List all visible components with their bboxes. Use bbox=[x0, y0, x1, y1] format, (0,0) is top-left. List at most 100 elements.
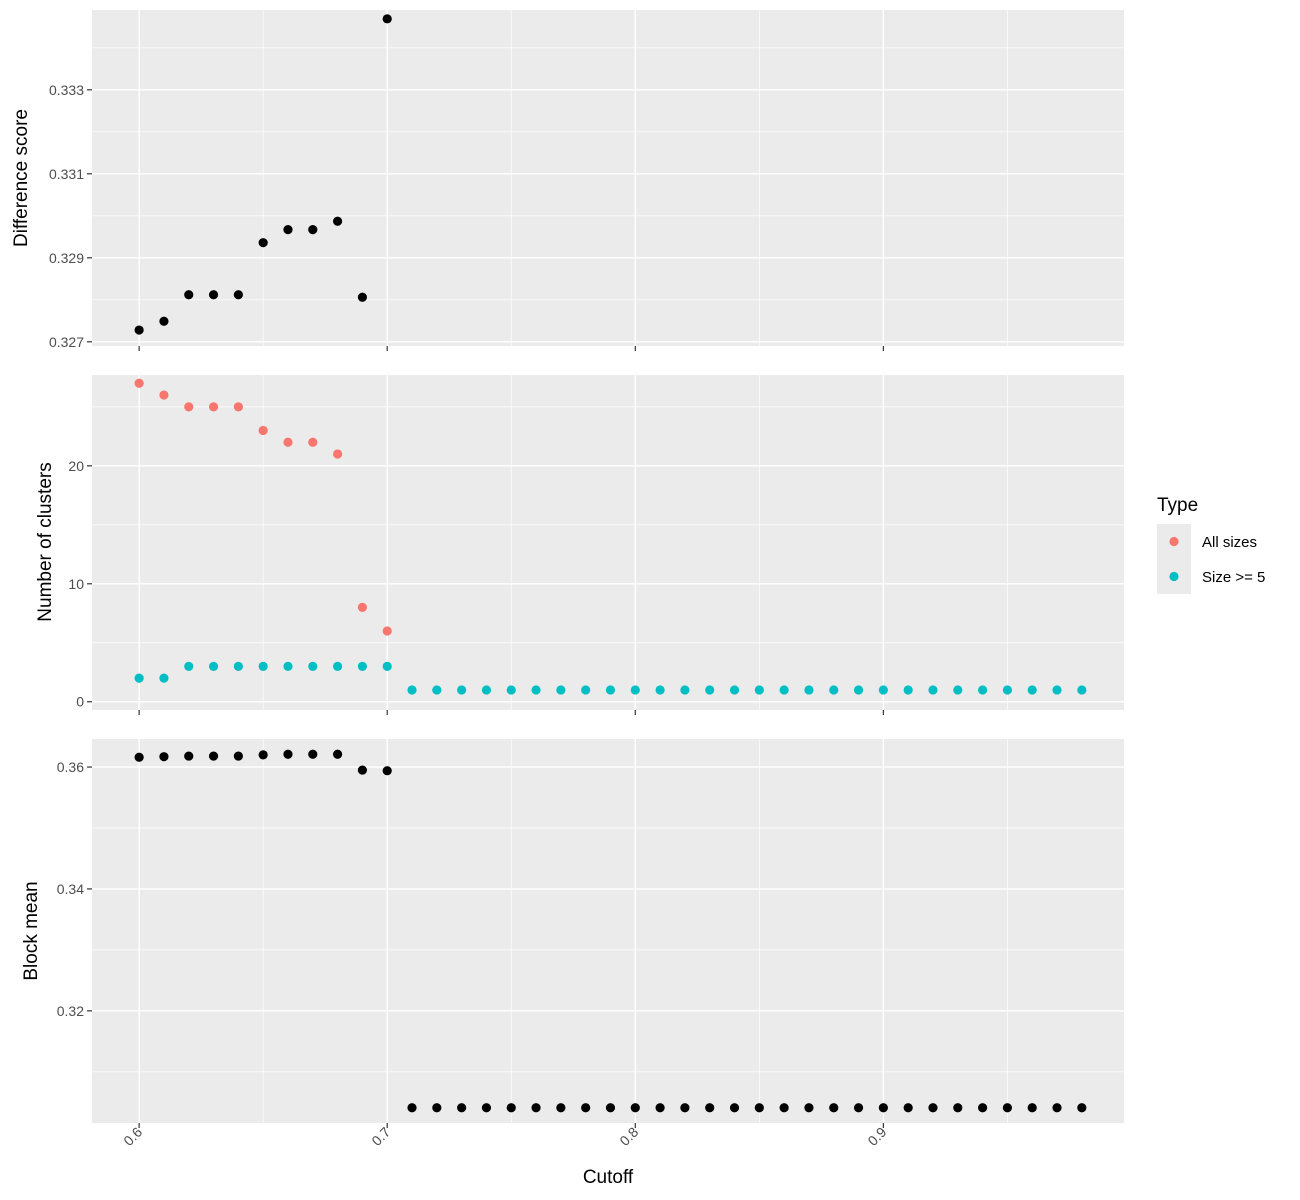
legend-swatch bbox=[1169, 571, 1179, 582]
data-point bbox=[928, 1103, 938, 1113]
data-point bbox=[332, 749, 343, 759]
data-point-all-sizes bbox=[382, 626, 392, 636]
legend-entries: All sizes Size >= 5 bbox=[1157, 524, 1265, 594]
data-point-size-5 bbox=[134, 673, 144, 683]
legend-title: Type bbox=[1157, 495, 1198, 516]
data-point bbox=[531, 1103, 541, 1113]
x-axis-tick-marks bbox=[138, 346, 884, 351]
data-point bbox=[581, 1103, 591, 1113]
data-point bbox=[556, 1103, 566, 1113]
data-point bbox=[134, 752, 144, 762]
data-point-size-5 bbox=[605, 685, 616, 695]
data-point-size-5 bbox=[705, 685, 715, 695]
data-point bbox=[382, 14, 392, 24]
data-point bbox=[382, 766, 392, 776]
data-point bbox=[208, 290, 219, 300]
data-point bbox=[1027, 1103, 1037, 1113]
data-point bbox=[729, 1103, 740, 1113]
panel-difference-score: 0.327 0.329 0.331 0.333 Difference score bbox=[11, 10, 1124, 351]
data-point bbox=[506, 1103, 516, 1113]
data-point-size-5 bbox=[779, 685, 789, 695]
data-point bbox=[308, 225, 318, 235]
data-point bbox=[407, 1103, 417, 1113]
legend: Type All sizes Size >= 5 bbox=[1157, 495, 1265, 594]
x-tick-label: 0.7 bbox=[368, 1124, 393, 1149]
x-axis-tick-marks bbox=[138, 1123, 884, 1128]
legend-swatch bbox=[1169, 536, 1179, 547]
data-point-size-5 bbox=[208, 661, 219, 671]
data-point bbox=[208, 751, 219, 761]
grid-lines bbox=[92, 375, 1124, 710]
y-tick-label: 0.333 bbox=[49, 82, 84, 98]
data-point-size-5 bbox=[531, 685, 541, 695]
data-point-size-5 bbox=[1027, 685, 1037, 695]
data-point-size-5 bbox=[481, 685, 492, 695]
data-point bbox=[432, 1103, 442, 1113]
data-point-all-sizes bbox=[134, 378, 144, 388]
x-axis-tick-labels: 0.6 0.7 0.8 0.9 bbox=[120, 1124, 889, 1149]
data-point-all-sizes bbox=[159, 390, 169, 400]
panel-background bbox=[92, 739, 1124, 1123]
data-point-size-5 bbox=[457, 685, 467, 695]
data-point bbox=[1052, 1103, 1062, 1113]
y-tick-label: 0 bbox=[76, 694, 84, 710]
data-point bbox=[233, 290, 243, 300]
panel-background bbox=[92, 375, 1124, 710]
data-point bbox=[184, 290, 194, 300]
x-tick-label: 0.9 bbox=[864, 1124, 889, 1149]
data-point-size-5 bbox=[630, 685, 640, 695]
x-axis-tick-marks bbox=[138, 710, 884, 715]
data-point bbox=[1002, 1103, 1013, 1113]
grid-lines bbox=[92, 10, 1124, 346]
data-point-size-5 bbox=[233, 661, 243, 671]
data-point-size-5 bbox=[853, 685, 864, 695]
data-point bbox=[705, 1103, 715, 1113]
data-point-size-5 bbox=[878, 685, 888, 695]
data-point bbox=[332, 216, 343, 226]
y-axis-title: Difference score bbox=[11, 109, 32, 247]
y-axis-title: Block mean bbox=[21, 881, 42, 980]
y-tick-label: 0.36 bbox=[57, 759, 84, 775]
data-point bbox=[903, 1103, 913, 1113]
data-point-size-5 bbox=[357, 661, 368, 671]
grid-lines bbox=[92, 739, 1124, 1123]
data-point-size-5 bbox=[506, 685, 516, 695]
data-point-size-5 bbox=[382, 661, 392, 671]
data-point-size-5 bbox=[432, 685, 442, 695]
data-point-all-sizes bbox=[184, 402, 194, 412]
data-point bbox=[184, 751, 194, 761]
data-point bbox=[457, 1103, 467, 1113]
panel-background bbox=[92, 10, 1124, 346]
data-point-all-sizes bbox=[258, 425, 268, 436]
data-point bbox=[804, 1103, 814, 1113]
x-tick-label: 0.8 bbox=[616, 1124, 641, 1149]
data-point bbox=[605, 1103, 616, 1113]
data-point bbox=[680, 1103, 690, 1113]
data-point bbox=[779, 1103, 789, 1113]
data-point bbox=[481, 1103, 492, 1113]
data-point bbox=[159, 752, 169, 762]
y-axis-ticks: 0.327 0.329 0.331 0.333 bbox=[49, 82, 92, 350]
data-point-size-5 bbox=[903, 685, 913, 695]
data-point-size-5 bbox=[258, 661, 268, 671]
y-axis-ticks: 0 10 20 bbox=[68, 458, 92, 710]
y-axis-title: Number of clusters bbox=[35, 462, 56, 621]
data-point bbox=[308, 749, 318, 759]
data-point bbox=[977, 1103, 988, 1113]
data-point bbox=[357, 765, 368, 775]
legend-label: All sizes bbox=[1202, 534, 1257, 551]
y-tick-label: 20 bbox=[68, 458, 84, 474]
panel-number-of-clusters: 0 10 20 Number of clusters bbox=[35, 375, 1124, 715]
data-point-size-5 bbox=[308, 661, 318, 671]
data-point-size-5 bbox=[729, 685, 740, 695]
data-point-size-5 bbox=[977, 685, 988, 695]
data-point-size-5 bbox=[1077, 685, 1087, 695]
data-point-all-sizes bbox=[233, 402, 243, 412]
panel-block-mean: 0.32 0.34 0.36 Block mean bbox=[21, 739, 1124, 1128]
data-point bbox=[258, 238, 268, 248]
x-tick-label: 0.6 bbox=[120, 1124, 145, 1149]
data-point-size-5 bbox=[581, 685, 591, 695]
data-point bbox=[829, 1103, 839, 1113]
data-point bbox=[283, 749, 293, 759]
